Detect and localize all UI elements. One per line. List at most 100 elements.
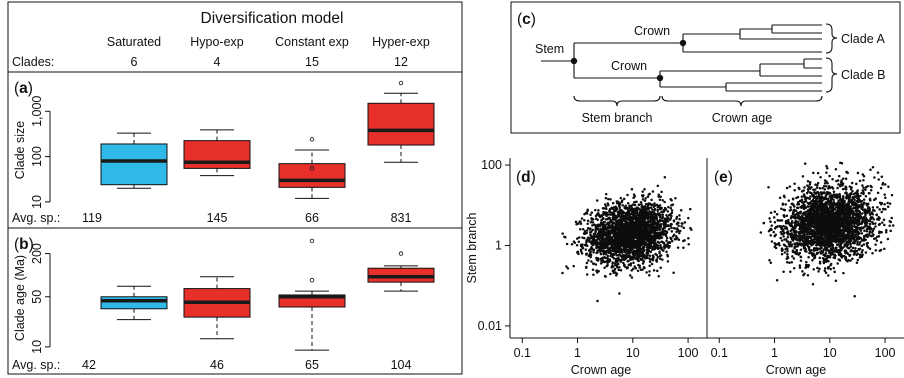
data-point	[812, 188, 815, 191]
data-point	[628, 274, 632, 277]
data-point	[648, 270, 651, 273]
data-point	[609, 272, 612, 276]
x-tick-label: 0.1	[711, 346, 728, 360]
data-point	[801, 270, 804, 273]
data-point	[595, 199, 599, 202]
data-point	[859, 229, 863, 232]
outlier-point	[309, 238, 315, 244]
data-point	[632, 226, 636, 230]
data-point	[638, 245, 641, 248]
data-point	[786, 250, 789, 253]
data-point	[816, 209, 820, 213]
data-point	[623, 250, 627, 254]
data-point	[823, 267, 827, 270]
data-point	[789, 205, 792, 209]
data-point	[648, 254, 652, 258]
data-point	[589, 254, 592, 257]
data-point	[853, 203, 857, 207]
data-point	[689, 207, 692, 211]
data-point	[629, 262, 633, 265]
data-point	[611, 201, 615, 205]
data-point	[599, 247, 602, 250]
clade-a-brace	[825, 23, 838, 54]
data-point	[604, 205, 608, 208]
data-point	[615, 254, 618, 257]
data-point	[792, 257, 796, 260]
data-point	[678, 231, 681, 235]
data-point	[634, 266, 638, 270]
data-point	[636, 231, 639, 234]
data-point	[589, 250, 592, 254]
data-point	[676, 221, 680, 224]
data-point	[585, 244, 589, 248]
data-point	[583, 231, 586, 235]
data-point	[657, 241, 661, 245]
data-point	[660, 190, 663, 194]
data-point	[649, 217, 653, 220]
data-point	[606, 247, 610, 250]
data-point	[772, 216, 776, 219]
data-point	[872, 227, 876, 230]
data-point	[852, 253, 856, 256]
data-point	[629, 238, 632, 242]
data-point	[624, 235, 628, 238]
data-point	[770, 240, 774, 243]
data-point	[647, 207, 650, 211]
data-point	[642, 218, 645, 222]
data-point	[887, 185, 890, 189]
data-point	[589, 220, 593, 224]
data-point	[672, 271, 675, 274]
data-point	[678, 217, 681, 221]
data-point	[643, 230, 647, 233]
data-point	[850, 181, 854, 185]
data-point	[652, 231, 656, 234]
data-point	[762, 221, 766, 225]
data-point	[834, 168, 838, 171]
data-point	[848, 185, 852, 188]
data-point	[589, 227, 592, 230]
data-point	[646, 256, 649, 259]
data-point	[612, 271, 615, 275]
data-point	[779, 236, 782, 240]
data-point	[603, 224, 607, 227]
data-point	[645, 271, 648, 274]
data-point	[682, 246, 685, 250]
data-point	[641, 247, 645, 250]
data-point	[594, 230, 597, 233]
data-point	[665, 213, 668, 217]
data-point	[608, 210, 611, 213]
data-point	[610, 224, 613, 227]
data-point	[598, 236, 602, 240]
avg-value-a-hyper-exp: 831	[391, 211, 412, 225]
outlier-point	[309, 278, 315, 283]
data-point	[606, 256, 609, 260]
data-point	[643, 199, 647, 203]
data-point	[878, 208, 881, 211]
data-point	[844, 256, 848, 260]
data-point	[589, 213, 592, 216]
data-point	[795, 212, 798, 216]
data-point	[639, 268, 643, 272]
data-point	[663, 226, 666, 230]
data-point	[612, 206, 616, 209]
data-point	[585, 231, 588, 235]
data-point	[860, 191, 863, 195]
data-point	[653, 245, 656, 249]
data-point	[630, 276, 634, 279]
data-point	[641, 221, 644, 225]
data-point	[669, 236, 672, 240]
data-point	[848, 253, 852, 257]
data-point	[783, 251, 787, 254]
panel-c-label: (c)	[517, 11, 536, 28]
data-point	[664, 233, 667, 236]
data-point	[687, 236, 690, 240]
data-point	[581, 228, 585, 231]
data-point	[826, 167, 829, 170]
data-point	[655, 216, 658, 219]
avg-value-a-hypo-exp: 145	[207, 211, 228, 225]
data-point	[644, 207, 648, 210]
y-tick-label: 50	[30, 290, 44, 304]
data-point	[590, 260, 593, 263]
data-point	[623, 219, 626, 223]
